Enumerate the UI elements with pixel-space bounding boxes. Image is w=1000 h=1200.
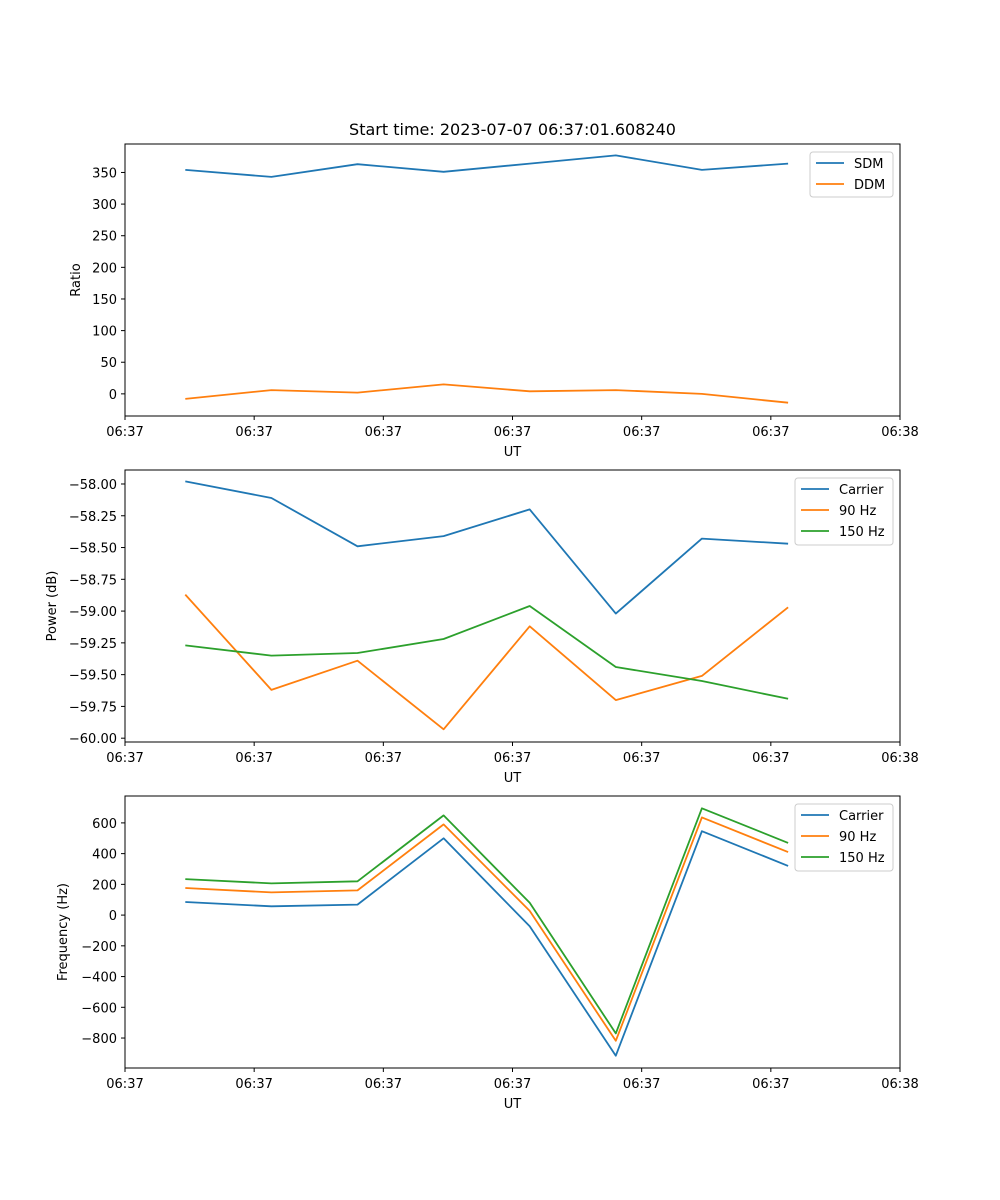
legend-label: Carrier: [839, 809, 884, 824]
y-tick-label: −800: [81, 1032, 117, 1047]
y-tick-label: 100: [92, 325, 117, 340]
x-tick-label: 06:37: [365, 1077, 402, 1092]
legend: SDM DDM: [809, 151, 894, 198]
x-tick-label: 06:37: [494, 425, 531, 440]
x-tick-label: 06:37: [235, 751, 272, 766]
y-tick-label: 300: [92, 198, 117, 213]
x-tick-label: 06:37: [752, 425, 789, 440]
chart-panel-1: Start time: 2023-07-07 06:37:01.608240 06…: [69, 120, 919, 460]
legend: Carrier 90 Hz 150 Hz: [794, 803, 894, 872]
y-axis-label: Frequency (Hz): [56, 883, 71, 981]
y-tick-label: −59.75: [69, 700, 117, 715]
x-tick-label: 06:38: [881, 751, 918, 766]
series-line-carrier: [185, 480, 789, 615]
x-tick-label: 06:37: [494, 751, 531, 766]
x-tick-label: 06:37: [106, 1077, 143, 1092]
plot-frame: [124, 143, 901, 417]
chart-panel-3: 06:37 06:37 06:37 06:37 06:37 06:37 06:38 −800 −…: [56, 795, 919, 1112]
y-tick-label: −58.75: [69, 573, 117, 588]
y-tick-label: 200: [92, 878, 117, 893]
y-tick-label: 350: [92, 166, 117, 181]
x-axis-label: UT: [504, 445, 522, 460]
legend-label: DDM: [854, 178, 885, 193]
legend-label: 150 Hz: [839, 851, 885, 866]
y-tick-label: 0: [109, 388, 117, 403]
y-tick-label: 250: [92, 230, 117, 245]
plot-frame: [124, 469, 901, 743]
chart-panel-2: 06:37 06:37 06:37 06:37 06:37 06:37 06:38 −60.0…: [45, 469, 919, 786]
x-tick-label: 06:37: [365, 425, 402, 440]
series-line-90-hz: [185, 816, 789, 1042]
x-tick-label: 06:38: [881, 1077, 918, 1092]
x-tick-label: 06:37: [623, 425, 660, 440]
legend-label: 90 Hz: [839, 504, 876, 519]
x-tick-label: 06:37: [235, 425, 272, 440]
x-tick-label: 06:37: [752, 751, 789, 766]
series-line-90-hz: [184, 593, 789, 731]
y-tick-label: −59.25: [69, 637, 117, 652]
x-tick-label: 06:37: [494, 1077, 531, 1092]
y-axis-label: Ratio: [69, 263, 84, 296]
x-tick-label: 06:38: [881, 425, 918, 440]
y-tick-label: −59.00: [69, 605, 117, 620]
y-tick-label: −59.50: [69, 669, 117, 684]
series-line-sdm: [185, 154, 789, 178]
y-tick-label: −200: [81, 940, 117, 955]
legend-label: SDM: [854, 157, 883, 172]
series-line-150-hz: [185, 807, 789, 1035]
x-tick-label: 06:37: [752, 1077, 789, 1092]
series-line-carrier: [185, 830, 789, 1057]
y-tick-label: −58.00: [69, 478, 117, 493]
y-tick-label: 400: [92, 848, 117, 863]
y-tick-label: 0: [109, 909, 117, 924]
y-tick-label: 600: [92, 817, 117, 832]
x-tick-label: 06:37: [106, 751, 143, 766]
legend: Carrier 90 Hz 150 Hz: [794, 477, 894, 546]
y-tick-label: −60.00: [69, 732, 117, 747]
x-axis-label: UT: [504, 1097, 522, 1112]
y-tick-label: −400: [81, 971, 117, 986]
x-axis-label: UT: [504, 771, 522, 786]
legend-label: 150 Hz: [839, 525, 885, 540]
y-tick-label: 200: [92, 261, 117, 276]
x-tick-label: 06:37: [623, 1077, 660, 1092]
legend-box: [794, 803, 894, 872]
x-tick-label: 06:37: [365, 751, 402, 766]
x-tick-label: 06:37: [106, 425, 143, 440]
plot-frame: [124, 795, 901, 1069]
x-tick-label: 06:37: [235, 1077, 272, 1092]
y-axis-label: Power (dB): [45, 571, 60, 642]
legend-box: [794, 477, 894, 546]
y-tick-label: −58.25: [69, 510, 117, 525]
y-tick-label: 150: [92, 293, 117, 308]
legend-label: 90 Hz: [839, 830, 876, 845]
y-tick-label: 50: [100, 356, 117, 371]
y-tick-label: −58.50: [69, 542, 117, 557]
chart-title: Start time: 2023-07-07 06:37:01.608240: [349, 120, 676, 139]
x-tick-label: 06:37: [623, 751, 660, 766]
y-tick-label: −600: [81, 1001, 117, 1016]
series-line-ddm: [185, 383, 789, 404]
legend-label: Carrier: [839, 483, 884, 498]
series-line-150-hz: [185, 605, 789, 700]
